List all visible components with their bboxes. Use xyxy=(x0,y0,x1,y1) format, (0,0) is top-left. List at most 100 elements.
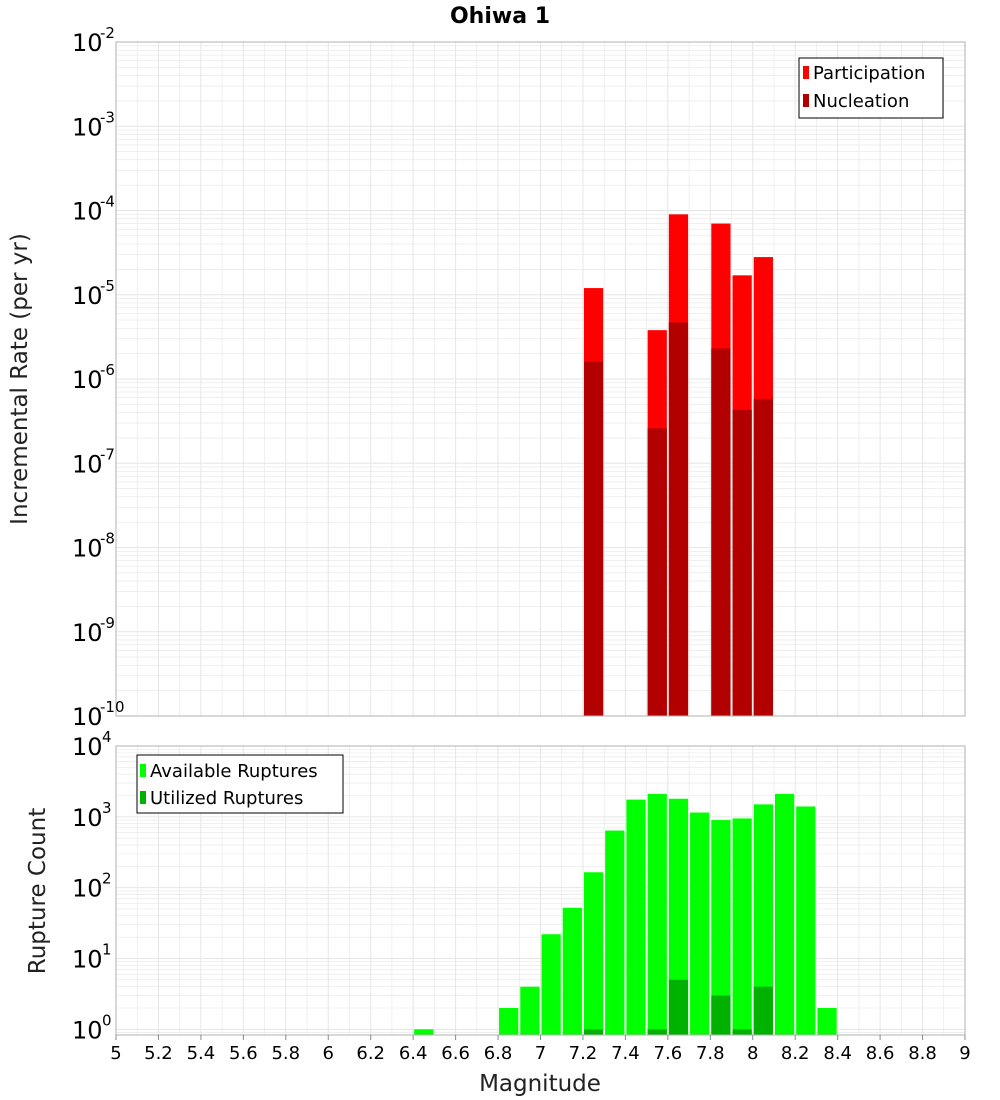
utilized-bar xyxy=(668,979,689,1035)
x-tick-label: 5 xyxy=(110,1043,121,1064)
count-gridlines xyxy=(115,746,966,1035)
x-tick-label: 8.2 xyxy=(781,1043,810,1064)
available-bar xyxy=(626,799,646,1035)
available-bar xyxy=(562,907,582,1035)
y-tick-label: 10 xyxy=(72,946,103,974)
chart-title: Ohiwa 1 xyxy=(450,4,550,29)
rate-bars xyxy=(583,214,773,717)
y-tick-exponent: 0 xyxy=(102,1011,112,1029)
utilized-bar xyxy=(753,986,773,1035)
y-tick-label: 10 xyxy=(72,535,103,563)
y-tick-label: 10 xyxy=(72,450,103,478)
y-tick-exponent: -10 xyxy=(100,698,125,716)
y-tick-label: 10 xyxy=(72,804,103,832)
available-bar xyxy=(817,1008,837,1035)
available-bar xyxy=(711,820,731,1035)
available-bar xyxy=(499,1008,519,1035)
y-tick-label: 10 xyxy=(72,875,103,903)
rate-plot-frame xyxy=(115,41,966,717)
y-tick-label: 10 xyxy=(72,113,103,141)
count-bars xyxy=(414,794,837,1035)
available-bar xyxy=(541,934,561,1035)
nucleation-bar xyxy=(753,398,773,716)
x-tick-label: 5.6 xyxy=(229,1043,258,1064)
y-tick-label: 10 xyxy=(72,619,103,647)
y-tick-label: 10 xyxy=(72,733,103,761)
nucleation-bar xyxy=(732,409,752,716)
x-tick-label: 7.4 xyxy=(611,1043,640,1064)
utilized-bar xyxy=(583,1029,604,1035)
x-tick-label: 7.8 xyxy=(696,1043,725,1064)
utilized-bar xyxy=(732,1029,752,1035)
y-tick-exponent: -6 xyxy=(100,361,115,379)
x-axis-label: Magnitude xyxy=(479,1071,601,1097)
nucleation-legend-swatch xyxy=(803,94,809,107)
y-tick-label: 10 xyxy=(72,1016,103,1044)
nucleation-bar xyxy=(668,322,689,716)
utilized-legend-label: Utilized Ruptures xyxy=(150,788,303,809)
y-tick-exponent: -3 xyxy=(100,108,115,126)
x-tick-label: 5.4 xyxy=(187,1043,216,1064)
rate-legend-box xyxy=(798,57,944,119)
x-tick-labels: 5 5.2 5.4 5.6 5.8 6 6.2 6.4 6.6 6.8 7 7.2 7.4 7.6 7.8 8… xyxy=(110,1035,971,1064)
available-bar xyxy=(753,804,773,1035)
x-tick-label: 7 xyxy=(535,1043,546,1064)
x-tick-label: 6.6 xyxy=(441,1043,470,1064)
nucleation-legend-label: Nucleation xyxy=(813,91,909,112)
nucleation-bar xyxy=(647,428,667,716)
y-tick-label: 10 xyxy=(72,282,103,310)
y-tick-exponent: -2 xyxy=(100,24,115,42)
available-bar xyxy=(605,830,625,1035)
rate-gridlines xyxy=(115,42,966,717)
available-bar xyxy=(414,1029,434,1035)
available-bar xyxy=(690,812,710,1035)
y-tick-label: 10 xyxy=(72,366,103,394)
available-bar xyxy=(520,986,540,1035)
x-tick-label: 7.6 xyxy=(654,1043,683,1064)
available-bar xyxy=(647,794,667,1035)
nucleation-bar xyxy=(583,361,604,716)
y-tick-exponent: -9 xyxy=(100,614,115,632)
y-tick-label: 10 xyxy=(72,703,103,731)
y-tick-exponent: 3 xyxy=(102,799,112,817)
x-tick-label: 5.2 xyxy=(144,1043,173,1064)
y-tick-exponent: 1 xyxy=(102,941,112,959)
available-bar xyxy=(796,806,816,1035)
x-tick-label: 5.8 xyxy=(271,1043,300,1064)
available-bar xyxy=(732,818,752,1035)
utilized-bar xyxy=(647,1029,667,1035)
count-legend-box xyxy=(136,754,344,814)
count-legend: Available Ruptures Utilized Ruptures xyxy=(136,754,344,814)
y-tick-label: 10 xyxy=(72,198,103,226)
x-tick-label: 6.2 xyxy=(356,1043,385,1064)
y-tick-exponent: -8 xyxy=(100,530,115,548)
x-tick-label: 6 xyxy=(323,1043,334,1064)
available-legend-swatch xyxy=(140,764,146,777)
count-y-axis-label: Rupture Count xyxy=(25,808,51,974)
x-tick-label: 6.4 xyxy=(399,1043,428,1064)
x-tick-label: 8.6 xyxy=(866,1043,895,1064)
x-tick-label: 9 xyxy=(959,1043,970,1064)
rate-y-axis-label: Incremental Rate (per yr) xyxy=(7,233,33,525)
y-tick-label: 10 xyxy=(72,29,103,57)
x-tick-label: 8 xyxy=(747,1043,758,1064)
available-bar xyxy=(774,794,795,1035)
utilized-bar xyxy=(711,995,731,1035)
nucleation-bar xyxy=(711,348,731,716)
y-tick-exponent: 4 xyxy=(102,728,112,746)
x-tick-label: 8.8 xyxy=(908,1043,937,1064)
participation-legend-label: Participation xyxy=(813,63,925,84)
available-bar xyxy=(668,798,689,1035)
y-tick-exponent: -4 xyxy=(100,193,115,211)
x-tick-label: 8.4 xyxy=(823,1043,852,1064)
rate-legend: Participation Nucleation xyxy=(798,57,944,119)
y-tick-exponent: -7 xyxy=(100,445,115,463)
y-tick-exponent: 2 xyxy=(102,870,112,888)
participation-legend-swatch xyxy=(803,66,809,79)
available-legend-label: Available Ruptures xyxy=(150,761,318,782)
